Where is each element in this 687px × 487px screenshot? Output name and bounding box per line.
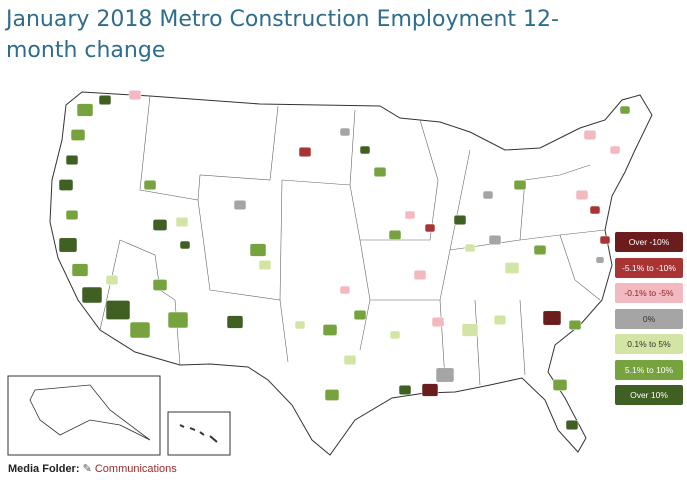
- metro-area: [58, 237, 78, 253]
- metro-area: [513, 179, 527, 191]
- metro-area: [58, 179, 74, 191]
- legend-item: Over 10%: [615, 385, 683, 405]
- metro-area: [129, 321, 151, 339]
- metro-area: [175, 216, 189, 228]
- metro-area: [482, 190, 494, 200]
- metro-area: [65, 209, 79, 221]
- legend-item: -0.1% to -5%: [615, 283, 683, 303]
- title: January 2018 Metro Construction Employme…: [6, 7, 559, 63]
- metro-area: [583, 129, 597, 141]
- category-link[interactable]: Communications: [94, 463, 177, 475]
- legend-item: 5.1% to 10%: [615, 359, 683, 380]
- metro-area: [589, 205, 601, 215]
- metro-area: [389, 330, 401, 340]
- metro-areas: [58, 89, 631, 431]
- alaska: [29, 384, 151, 441]
- metro-area: [595, 256, 605, 264]
- hawaii: [179, 424, 218, 443]
- metro-area: [226, 315, 244, 329]
- media-folder-label: Media Folder:: [8, 463, 80, 475]
- metro-area: [152, 219, 168, 231]
- hawaii-inset: [167, 411, 231, 456]
- metro-area: [431, 316, 445, 328]
- metro-area: [258, 259, 272, 271]
- metro-area: [71, 263, 89, 277]
- metro-area: [373, 166, 387, 178]
- metro-area: [152, 279, 168, 291]
- metro-area: [105, 274, 119, 286]
- metro-area: [65, 154, 79, 166]
- metro-area: [453, 214, 467, 226]
- metro-area: [464, 243, 476, 253]
- metro-area: [575, 189, 589, 201]
- metro-area: [424, 223, 436, 233]
- metro-area: [70, 129, 86, 141]
- legend: Over -10% -5.1% to -10% -0.1% to -5% 0% 0.1%…: [615, 232, 683, 411]
- metro-area: [388, 229, 402, 241]
- metro-area: [322, 324, 338, 336]
- metro-area: [619, 105, 631, 115]
- metro-area: [404, 210, 416, 220]
- metro-area: [353, 309, 367, 321]
- metro-area: [565, 419, 579, 431]
- tag-icon: ✎: [82, 463, 92, 475]
- metro-area: [339, 285, 351, 295]
- metro-area: [179, 240, 191, 250]
- metro-area: [599, 235, 611, 245]
- metro-area: [568, 319, 582, 331]
- metro-area: [76, 103, 94, 117]
- metro-area: [413, 269, 427, 281]
- metro-area: [493, 314, 507, 326]
- metro-area: [398, 384, 412, 396]
- metro-area: [233, 199, 247, 211]
- metro-area: [128, 89, 142, 101]
- metro-area: [143, 179, 157, 191]
- metro-area: [81, 286, 103, 304]
- metro-area: [609, 145, 621, 155]
- legend-item: Over -10%: [615, 232, 683, 252]
- metro-area: [343, 354, 357, 366]
- metro-area: [324, 389, 340, 401]
- metro-area: [435, 367, 455, 383]
- metro-area: [339, 127, 351, 137]
- metro-area: [98, 94, 112, 106]
- metro-area: [504, 262, 520, 274]
- metro-area: [542, 310, 562, 326]
- legend-item: -5.1% to -10%: [615, 257, 683, 278]
- metro-area: [294, 320, 306, 330]
- metro-area: [105, 300, 131, 320]
- metro-area: [533, 244, 547, 256]
- legend-item: 0.1% to 5%: [615, 334, 683, 354]
- metro-area: [298, 146, 312, 158]
- metro-area: [461, 323, 479, 337]
- metro-area: [488, 234, 502, 246]
- metro-area: [359, 145, 371, 155]
- metro-area: [167, 311, 189, 329]
- state-borders: [99, 95, 606, 386]
- metro-area: [421, 383, 439, 397]
- us-map: [7, 89, 653, 456]
- metro-area: [249, 243, 267, 257]
- us-outline: [49, 91, 653, 456]
- footer: Media Folder: ✎ Communications: [8, 462, 177, 475]
- legend-item: 0%: [615, 308, 683, 329]
- metro-area: [552, 379, 568, 391]
